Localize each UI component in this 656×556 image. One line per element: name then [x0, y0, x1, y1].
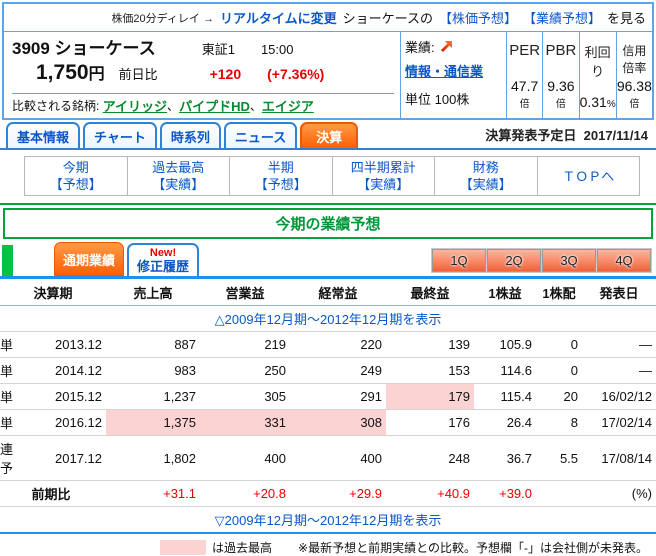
- tab-news[interactable]: ニュース: [223, 122, 298, 148]
- section-title: 今期の業績予想: [3, 208, 653, 239]
- earnings-announce-date: 決算発表予定日 2017/11/14: [485, 128, 648, 143]
- tab-revision-history[interactable]: New! 修正履歴: [127, 243, 200, 276]
- metrics: PER 47.7倍 PBR 9.36倍 利回り 0.31% 信用倍率 96.38…: [506, 32, 652, 118]
- metric-value: 9.36倍: [547, 78, 575, 110]
- metric-yield: 利回り 0.31%: [578, 32, 616, 118]
- earnings-subnav: 今期 【予想】 過去最高 【実績】 半期 【予想】 四半期累計 【実績】 財務 【実績】 …: [24, 156, 640, 196]
- show-older-periods-row-bottom: ▽2009年12月期～2012年12月期を表示: [0, 506, 656, 534]
- record-high-cell: 1,375: [106, 409, 201, 436]
- footnote-text: ※最新予想と前期実績との比較。予想欄「-」は会社側が未発表。: [298, 541, 648, 555]
- sector-link[interactable]: 情報・通信業: [405, 64, 484, 79]
- compare-link-1[interactable]: アイリッジ: [102, 98, 168, 114]
- table-row-forecast: 連 予 2017.12 1,802 400 400 248 36.7 5.5 1…: [0, 435, 656, 481]
- col-header-operating-profit: 営業益: [200, 279, 291, 306]
- legend-text: は過去最高: [212, 541, 273, 555]
- earnings-up-arrow-icon: [439, 39, 454, 54]
- separator: 、: [167, 98, 180, 113]
- metric-value: 47.7倍: [511, 78, 539, 110]
- record-high-swatch: [160, 540, 206, 555]
- col-header-announce-date: 発表日: [582, 279, 656, 306]
- metric-margin-ratio: 信用倍率 96.38倍: [615, 32, 652, 118]
- quote-middle: 業績: 情報・通信業 単位 100株: [400, 32, 506, 118]
- price-unit: 円: [88, 66, 105, 83]
- subnav-current-term[interactable]: 今期 【予想】: [24, 156, 128, 196]
- stock-name-prefix: ショーケースの: [342, 11, 433, 26]
- quote-left: 3909 ショーケース 東証1 15:00 1,750円 前日比 +120 (+…: [4, 32, 400, 118]
- divider: [12, 93, 394, 94]
- quote-time: 15:00: [260, 42, 294, 57]
- subnav-quarterly-cumulative[interactable]: 四半期累計 【実績】: [331, 156, 435, 196]
- stock-code-name: 3909 ショーケース: [12, 39, 156, 58]
- topbar: 株価20分ディレイ → リアルタイムに変更 ショーケースの 【株価予想】 【業績…: [4, 4, 652, 32]
- table-row: 単 2013.12 887 219 220 139 105.9 0 —: [0, 331, 656, 358]
- show-older-periods-row: △2009年12月期～2012年12月期を表示: [0, 305, 656, 332]
- col-header-ordinary-profit: 経常益: [290, 279, 387, 306]
- metric-value: 0.31%: [579, 94, 616, 110]
- tab-basic-info[interactable]: 基本情報: [6, 122, 81, 148]
- subnav-financials[interactable]: 財務 【実績】: [434, 156, 538, 196]
- new-badge: New!: [149, 247, 177, 259]
- table-tab-strip: 通期業績 New! 修正履歴 1Q 2Q 3Q 4Q: [0, 242, 656, 279]
- table-row: 単 2015.12 1,237 305 291 179 115.4 20 16/…: [0, 383, 656, 410]
- tab-earnings[interactable]: 決算: [300, 122, 359, 148]
- button-2q[interactable]: 2Q: [487, 249, 541, 272]
- col-header-sales: 売上高: [106, 279, 201, 306]
- see-suffix: を見る: [606, 11, 646, 26]
- col-header-eps: 1株益: [474, 279, 537, 306]
- record-high-cell: 179: [386, 383, 475, 410]
- price-change: +120: [209, 66, 242, 82]
- main-tabs: 基本情報 チャート 時系列 ニュース 決算 決算発表予定日 2017/11/14: [0, 122, 656, 150]
- col-header-net-profit: 最終益: [386, 279, 475, 306]
- show-older-periods-link[interactable]: △2009年12月期～2012年12月期を表示: [0, 305, 656, 332]
- metric-label: 利回り: [584, 45, 611, 79]
- earnings-table: 決算期 売上高 営業益 経常益 最終益 1株益 1株配 発表日 △2009年12…: [0, 279, 656, 534]
- compare-link-3[interactable]: エイジア: [261, 98, 314, 114]
- earnings-label: 業績:: [405, 39, 435, 55]
- metric-label: 信用倍率: [622, 44, 647, 75]
- show-older-periods-link-bottom[interactable]: ▽2009年12月期～2012年12月期を表示: [0, 506, 656, 534]
- current-price: 1,750円: [36, 61, 105, 84]
- button-4q[interactable]: 4Q: [597, 249, 651, 272]
- legend-footnote: は過去最高 ※最新予想と前期実績との比較。予想欄「-」は会社側が未発表。: [0, 539, 656, 556]
- yoy-comparison-row: 前期比 +31.1 +20.8 +29.9 +40.9 +39.0 (%): [0, 480, 656, 507]
- subnav-record-high[interactable]: 過去最高 【実績】: [126, 156, 230, 196]
- unit-label: 単位 100株: [405, 92, 470, 107]
- green-accent-bar: [2, 245, 13, 276]
- record-high-cell: 331: [200, 409, 291, 436]
- compare-label: 比較される銘柄:: [12, 98, 100, 113]
- yoy-label: 前期比: [0, 480, 107, 507]
- table-row: 単 2014.12 983 250 249 153 114.6 0 —: [0, 357, 656, 384]
- tab-time-series[interactable]: 時系列: [159, 122, 221, 148]
- table-header-row: 決算期 売上高 営業益 経常益 最終益 1株益 1株配 発表日: [0, 279, 656, 306]
- metric-value: 96.38倍: [616, 78, 652, 110]
- metric-label: PBR: [545, 42, 577, 59]
- metric-pbr: PBR 9.36倍: [542, 32, 578, 118]
- tab-chart[interactable]: チャート: [83, 122, 157, 148]
- green-divider: [0, 203, 656, 205]
- col-header-period: 決算期: [0, 279, 107, 306]
- earnings-forecast-link[interactable]: 【業績予想】: [522, 11, 601, 26]
- market-label: 東証1: [201, 42, 235, 57]
- delay-note: 株価20分ディレイ →: [111, 12, 214, 25]
- price-forecast-link[interactable]: 【株価予想】: [438, 11, 517, 26]
- quarter-buttons: 1Q 2Q 3Q 4Q: [431, 248, 652, 273]
- quote-box: 株価20分ディレイ → リアルタイムに変更 ショーケースの 【株価予想】 【業績…: [2, 2, 654, 120]
- quote-body: 3909 ショーケース 東証1 15:00 1,750円 前日比 +120 (+…: [4, 32, 652, 118]
- col-header-dividend: 1株配: [536, 279, 583, 306]
- compare-link-2[interactable]: パイプドHD: [179, 98, 250, 114]
- price-change-pct: (+7.36%): [267, 66, 325, 82]
- table-row: 単 2016.12 1,375 331 308 176 26.4 8 17/02…: [0, 409, 656, 436]
- button-1q[interactable]: 1Q: [432, 249, 486, 272]
- tab-full-year-results[interactable]: 通期業績: [54, 242, 125, 276]
- metric-per: PER 47.7倍: [506, 32, 542, 118]
- metric-label: PER: [509, 42, 541, 59]
- subnav-top-link[interactable]: ＴＯＰへ: [536, 156, 640, 196]
- subnav-half-term[interactable]: 半期 【予想】: [229, 156, 333, 196]
- realtime-link[interactable]: リアルタイムに変更: [219, 11, 337, 26]
- prev-day-label: 前日比: [118, 67, 158, 82]
- record-high-cell: 308: [290, 409, 387, 436]
- unit-note: (%): [582, 480, 656, 507]
- separator: 、: [249, 98, 262, 113]
- button-3q[interactable]: 3Q: [542, 249, 596, 272]
